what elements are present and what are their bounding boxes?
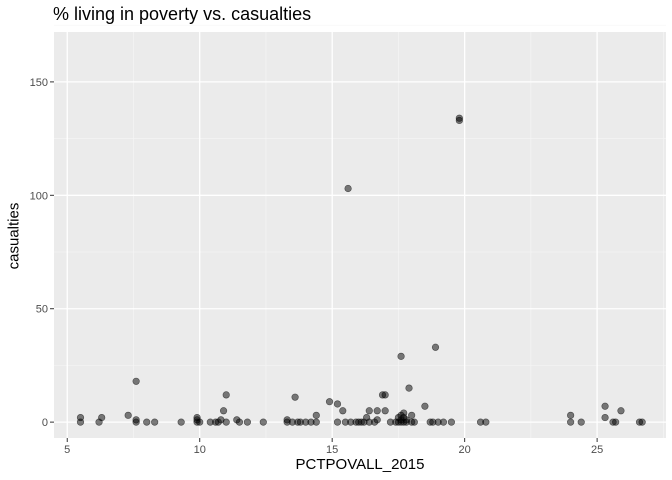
data-point bbox=[365, 407, 373, 415]
data-point bbox=[235, 418, 244, 426]
y-tick-label: 150 bbox=[30, 77, 48, 89]
x-tick-label: 10 bbox=[194, 444, 206, 456]
data-point bbox=[638, 418, 646, 426]
data-point bbox=[76, 413, 85, 422]
data-point bbox=[577, 418, 585, 426]
data-point bbox=[612, 418, 620, 426]
data-point bbox=[222, 391, 230, 399]
x-tick-label: 5 bbox=[64, 444, 70, 456]
data-point bbox=[151, 418, 159, 426]
data-point bbox=[373, 407, 381, 415]
data-point bbox=[431, 343, 440, 351]
data-points bbox=[76, 114, 646, 426]
data-point bbox=[339, 407, 347, 415]
data-point bbox=[143, 418, 151, 426]
data-point bbox=[439, 418, 448, 426]
y-tick-label: 100 bbox=[30, 190, 48, 202]
data-point bbox=[447, 418, 456, 426]
y-axis-label: casualties bbox=[5, 202, 23, 270]
data-point bbox=[400, 409, 408, 417]
data-point bbox=[312, 418, 320, 426]
data-point bbox=[124, 411, 132, 419]
chart-title: % living in poverty vs. casualties bbox=[53, 4, 312, 24]
data-point bbox=[410, 418, 418, 426]
data-point bbox=[243, 418, 252, 426]
data-point bbox=[325, 398, 334, 406]
data-point bbox=[405, 384, 413, 392]
data-point bbox=[373, 416, 381, 424]
data-point bbox=[219, 407, 228, 415]
x-tick-label: 15 bbox=[326, 444, 338, 456]
data-point bbox=[381, 407, 389, 415]
x-tick-label: 20 bbox=[459, 444, 471, 456]
data-point bbox=[601, 413, 609, 422]
grid-lines bbox=[54, 24, 666, 438]
data-point bbox=[455, 114, 463, 122]
x-axis-label: PCTPOVALL_2015 bbox=[295, 456, 425, 473]
data-point bbox=[333, 418, 342, 426]
data-point bbox=[421, 402, 429, 410]
data-point bbox=[132, 377, 140, 385]
data-point bbox=[312, 411, 320, 419]
data-point bbox=[259, 418, 267, 426]
data-point bbox=[567, 411, 575, 419]
data-point bbox=[333, 400, 342, 408]
data-point bbox=[98, 413, 106, 422]
data-point bbox=[196, 418, 204, 426]
y-tick-label: 50 bbox=[36, 304, 48, 316]
data-point bbox=[601, 402, 609, 410]
data-point bbox=[397, 352, 405, 360]
data-point bbox=[381, 391, 389, 399]
x-tick-label: 25 bbox=[591, 444, 603, 456]
data-point bbox=[177, 418, 185, 426]
data-point bbox=[291, 393, 299, 401]
y-tick-label: 0 bbox=[42, 417, 48, 429]
data-point bbox=[132, 416, 140, 424]
data-point bbox=[617, 407, 625, 415]
data-point bbox=[567, 418, 575, 426]
data-point bbox=[222, 418, 230, 426]
data-point bbox=[408, 411, 416, 419]
axis-ticks: 5 10 15 20 25 0 50 100 150 bbox=[30, 77, 604, 456]
data-point bbox=[344, 184, 352, 193]
data-point bbox=[482, 418, 490, 426]
plot-panel bbox=[54, 32, 666, 438]
